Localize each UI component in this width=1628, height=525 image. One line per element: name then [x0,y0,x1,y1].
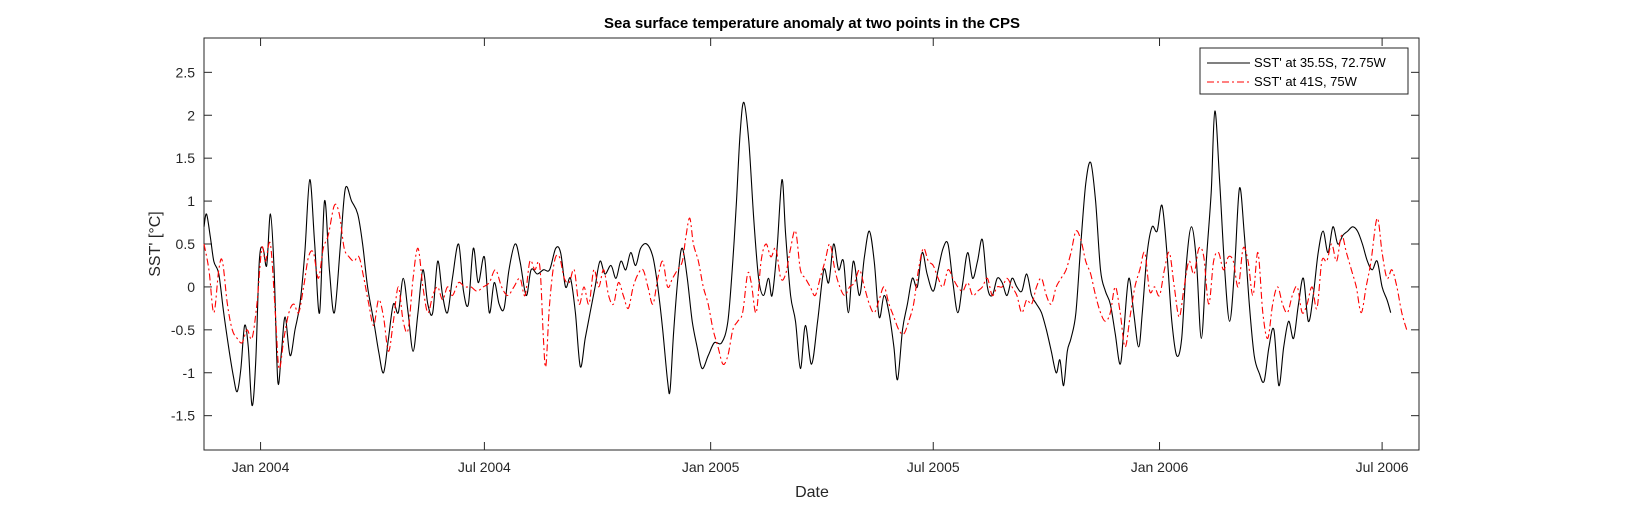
legend: SST' at 35.5S, 72.75W SST' at 41S, 75W [1199,47,1409,95]
chart-title: Sea surface temperature anomaly at two p… [604,15,1020,32]
y-tick-label: -1.5 [171,408,195,424]
y-tick-label: 1 [187,193,195,209]
axes-box [203,37,1420,451]
x-tick-label: Jul 2004 [458,459,511,475]
legend-box [1199,47,1409,95]
series-layer [203,101,1408,406]
legend-label-series-1: SST' at 35.5S, 72.75W [1254,55,1387,70]
x-axis-label: Date [795,484,829,501]
y-tick-label: 1.5 [176,150,196,166]
series-line-2 [203,203,1408,370]
x-tick-label: Jul 2006 [1356,459,1409,475]
y-axis-ticks: -1.5 -1 -0.5 0 0.5 1 1.5 2 2.5 [171,64,1419,424]
x-tick-label: Jul 2005 [907,459,960,475]
x-tick-label: Jan 2006 [1131,459,1189,475]
y-tick-label: 2.5 [176,64,196,80]
x-tick-label: Jan 2004 [232,459,290,475]
y-tick-label: 0 [187,279,195,295]
x-axis-ticks: Jan 2004 Jul 2004 Jan 2005 Jul 2005 Jan 2006… [232,38,1409,475]
y-tick-label: 2 [187,107,195,123]
series-line-1 [203,101,1392,406]
legend-label-series-2: SST' at 41S, 75W [1254,74,1358,89]
y-tick-label: 0.5 [176,236,196,252]
y-tick-label: -0.5 [171,322,195,338]
x-tick-label: Jan 2005 [682,459,740,475]
y-axis-label: SST' [°C] [147,211,164,276]
y-tick-label: -1 [183,365,196,381]
plot-area: Jan 2004 Jul 2004 Jan 2005 Jul 2005 Jan 2006… [171,37,1420,475]
